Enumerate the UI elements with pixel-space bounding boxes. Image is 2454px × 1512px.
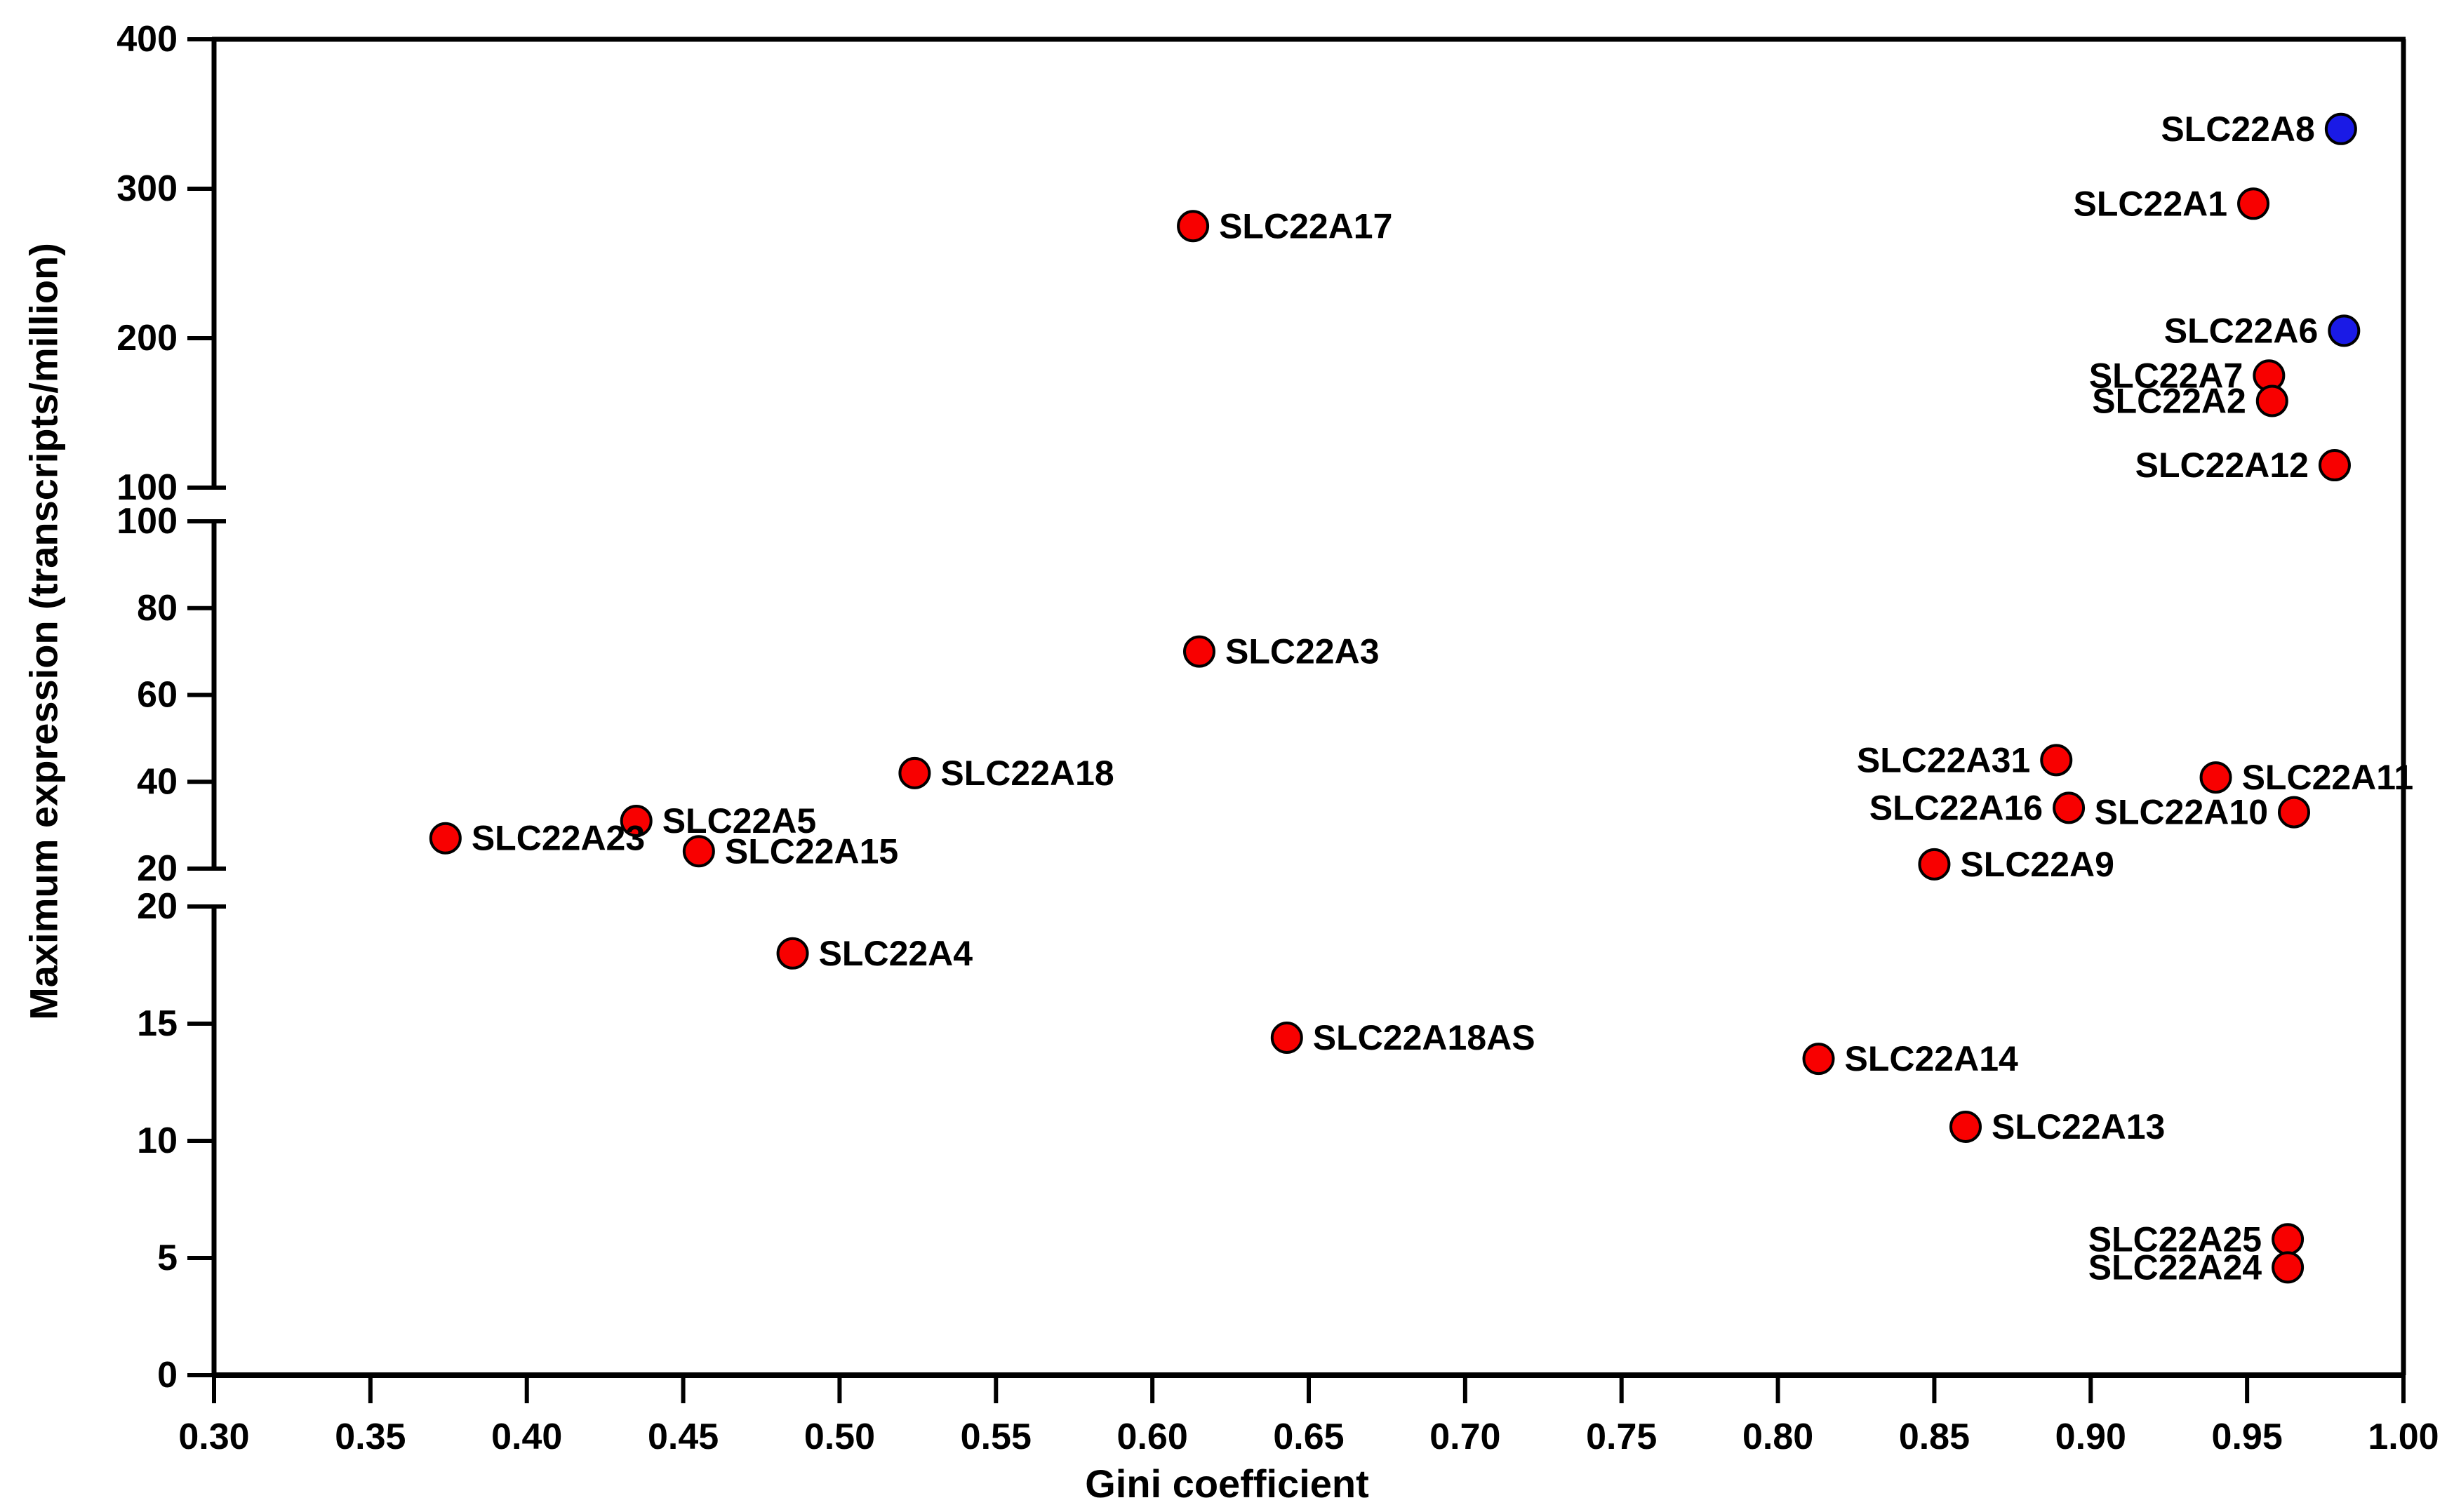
y-axis-title: Maximum expression (transcripts/million) <box>21 243 66 1020</box>
x-tick-label: 0.50 <box>804 1417 875 1457</box>
point-label-SLC22A4: SLC22A4 <box>819 934 973 973</box>
y-tick-label: 100 <box>116 467 178 508</box>
point-label-SLC22A17: SLC22A17 <box>1219 206 1392 246</box>
point-label-SLC22A15: SLC22A15 <box>725 831 898 871</box>
data-point-SLC22A8 <box>2324 112 2357 145</box>
point-label-SLC22A13: SLC22A13 <box>1992 1107 2165 1146</box>
data-point-SLC22A16 <box>2053 791 2086 824</box>
data-point-SLC22A2 <box>2255 384 2288 417</box>
point-label-SLC22A24: SLC22A24 <box>2088 1247 2262 1287</box>
data-point-SLC22A25 <box>2272 1223 2305 1256</box>
point-label-SLC22A12: SLC22A12 <box>2135 446 2309 485</box>
y-tick-label: 10 <box>137 1120 178 1161</box>
y-tick-label: 80 <box>137 588 178 629</box>
point-label-SLC22A18AS: SLC22A18AS <box>1313 1018 1535 1057</box>
x-tick-label: 0.55 <box>961 1417 1032 1457</box>
point-label-SLC22A6: SLC22A6 <box>2164 311 2319 350</box>
x-tick-label: 0.95 <box>2212 1417 2283 1457</box>
y-tick-label: 100 <box>116 501 178 542</box>
data-point-SLC22A1 <box>2237 187 2270 220</box>
x-tick-label: 0.30 <box>178 1417 249 1457</box>
data-point-SLC22A5 <box>620 804 653 837</box>
x-tick-label: 0.70 <box>1429 1417 1500 1457</box>
data-point-SLC22A15 <box>682 835 715 868</box>
data-point-SLC22A23 <box>429 822 462 855</box>
x-tick-label: 0.80 <box>1742 1417 1813 1457</box>
data-point-SLC22A3 <box>1183 635 1215 668</box>
point-label-SLC22A7: SLC22A7 <box>2089 356 2243 395</box>
point-label-SLC22A8: SLC22A8 <box>2161 109 2315 149</box>
y-tick-label: 5 <box>157 1238 178 1278</box>
y-tick-label: 0 <box>157 1355 178 1396</box>
data-point-SLC22A18AS <box>1270 1022 1303 1055</box>
point-label-SLC22A25: SLC22A25 <box>2088 1219 2262 1259</box>
x-tick-label: 0.45 <box>648 1417 719 1457</box>
x-tick-label: 0.90 <box>2055 1417 2126 1457</box>
point-label-SLC22A16: SLC22A16 <box>1869 788 2043 827</box>
x-tick-label: 0.40 <box>491 1417 562 1457</box>
y-tick-label: 200 <box>116 318 178 359</box>
y-tick-label: 20 <box>137 848 178 889</box>
y-tick-label: 20 <box>137 886 178 927</box>
point-label-SLC22A10: SLC22A10 <box>2095 793 2268 832</box>
point-label-SLC22A2: SLC22A2 <box>2092 381 2246 420</box>
y-tick-label: 60 <box>137 675 178 716</box>
data-point-SLC22A14 <box>1802 1043 1835 1076</box>
x-tick-label: 1.00 <box>2368 1417 2439 1457</box>
y-tick-label: 40 <box>137 761 178 802</box>
point-label-SLC22A11: SLC22A11 <box>2242 758 2414 797</box>
x-tick-label: 0.85 <box>1899 1417 1970 1457</box>
x-tick-label: 0.60 <box>1117 1417 1188 1457</box>
x-tick-label: 0.75 <box>1586 1417 1657 1457</box>
point-label-SLC22A9: SLC22A9 <box>1960 845 2114 884</box>
y-tick-label: 15 <box>137 1003 178 1044</box>
point-label-SLC22A3: SLC22A3 <box>1225 632 1380 671</box>
data-point-SLC22A12 <box>2318 449 2351 482</box>
point-label-SLC22A23: SLC22A23 <box>472 819 645 858</box>
y-tick-label: 400 <box>116 19 178 60</box>
data-point-SLC22A24 <box>2272 1251 2305 1284</box>
data-point-SLC22A4 <box>776 937 809 970</box>
data-point-SLC22A11 <box>2199 761 2232 794</box>
x-tick-label: 0.35 <box>335 1417 406 1457</box>
data-point-SLC22A31 <box>2040 744 2073 777</box>
point-label-SLC22A18: SLC22A18 <box>940 754 1114 793</box>
y-tick-label: 300 <box>116 168 178 209</box>
data-point-SLC22A18 <box>898 756 931 789</box>
axis-ticks <box>187 37 2406 1403</box>
data-point-SLC22A17 <box>1177 210 1210 243</box>
point-label-SLC22A1: SLC22A1 <box>2074 184 2228 223</box>
data-point-SLC22A9 <box>1918 848 1951 881</box>
data-point-SLC22A13 <box>1949 1110 1982 1143</box>
x-tick-label: 0.65 <box>1273 1417 1344 1457</box>
point-label-SLC22A5: SLC22A5 <box>662 801 817 841</box>
x-axis-title: Gini coefficient <box>1085 1461 1369 1506</box>
point-label-SLC22A31: SLC22A31 <box>1857 740 2030 780</box>
data-point-SLC22A6 <box>2328 314 2361 347</box>
point-label-SLC22A14: SLC22A14 <box>1845 1039 2019 1078</box>
data-point-SLC22A10 <box>2278 796 2310 829</box>
